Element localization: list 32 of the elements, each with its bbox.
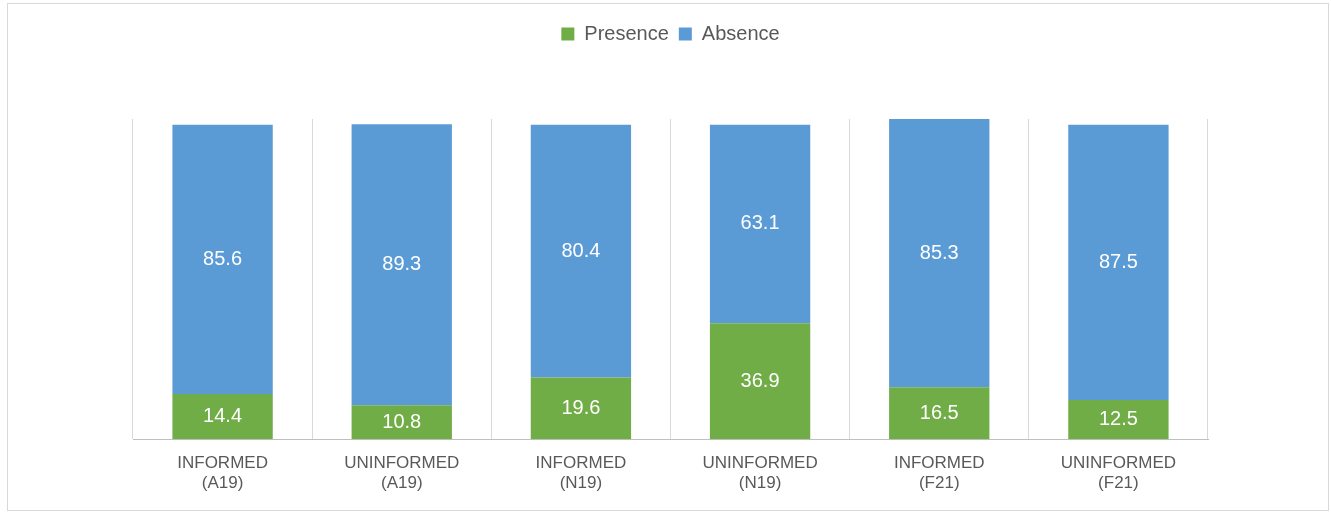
bar <box>889 119 990 388</box>
data-label: 12.5 <box>1098 407 1138 430</box>
x-tick-label: UNINFORMED (N19) <box>702 453 818 493</box>
data-label: 80.4 <box>561 238 601 261</box>
bar <box>351 124 452 406</box>
bar <box>351 405 452 440</box>
bar <box>172 124 273 394</box>
data-label: 19.6 <box>561 395 601 418</box>
bar <box>889 387 990 440</box>
data-label: 10.8 <box>382 409 422 432</box>
data-label: 85.6 <box>203 246 243 269</box>
data-label: 16.5 <box>919 400 959 423</box>
legend-label: Presence <box>584 21 669 44</box>
x-tick-label: INFORMED (N19) <box>535 453 627 493</box>
data-label: 87.5 <box>1098 249 1138 272</box>
data-label: 63.1 <box>740 211 780 234</box>
x-tick-label: INFORMED (F21) <box>893 453 985 493</box>
bar <box>709 124 811 324</box>
bar <box>709 323 811 440</box>
legend-label: Absence <box>701 21 780 44</box>
bar <box>530 124 632 378</box>
data-label: 85.3 <box>919 240 959 263</box>
data-label: 14.4 <box>203 404 243 427</box>
data-label: 89.3 <box>382 252 422 275</box>
bar <box>1068 399 1169 440</box>
bar <box>1068 124 1169 400</box>
bar <box>172 393 273 440</box>
data-label: 36.9 <box>740 368 780 391</box>
x-tick-label: UNINFORMED (F21) <box>1060 453 1177 493</box>
bar <box>530 377 632 440</box>
x-tick-label: UNINFORMED (A19) <box>344 453 460 493</box>
x-tick-label: INFORMED (A19) <box>177 453 268 493</box>
